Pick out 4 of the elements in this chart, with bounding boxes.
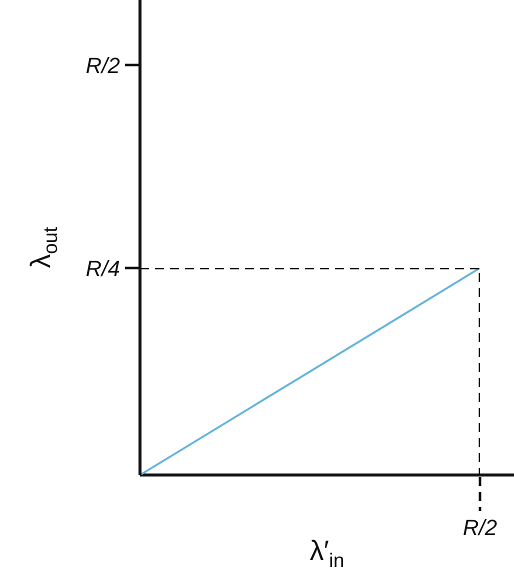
text: R/2 [462, 514, 498, 540]
x-axis-title: λ′$_{in}$ [310, 534, 344, 572]
text: R/2 [86, 52, 120, 78]
annotation: R/4 [86, 256, 120, 280]
